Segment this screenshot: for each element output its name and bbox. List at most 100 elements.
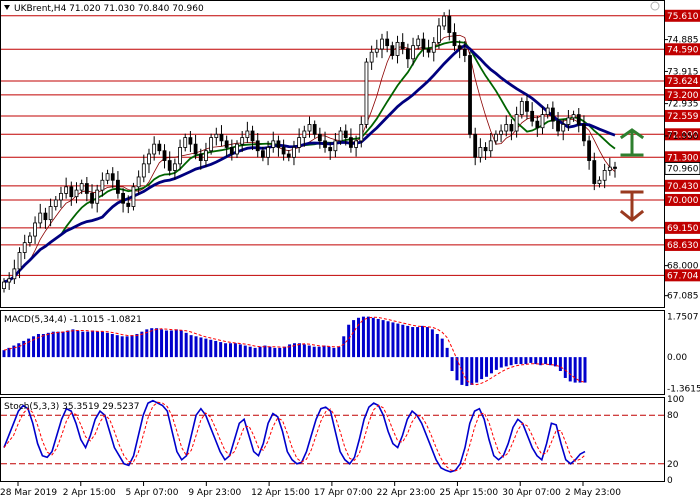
macd-bar xyxy=(224,343,228,358)
macd-bar xyxy=(125,336,129,358)
candle-body xyxy=(457,45,462,50)
level-label-box xyxy=(665,151,700,164)
candle-body xyxy=(395,41,400,56)
level-label: 74.590 xyxy=(667,45,699,55)
macd-bar xyxy=(539,357,543,366)
level-label: 70.430 xyxy=(667,182,699,192)
candle-body xyxy=(266,147,270,158)
macd-bar xyxy=(357,317,361,358)
macd-bar xyxy=(100,331,104,358)
macd-bar xyxy=(297,343,301,358)
main-panel-frame xyxy=(0,0,665,308)
candle-body xyxy=(338,130,343,142)
macd-bar xyxy=(460,357,464,385)
candle-body xyxy=(514,114,519,132)
candle-body xyxy=(43,212,48,221)
candle-body xyxy=(385,38,390,47)
macd-bar xyxy=(499,357,503,368)
macd-bar xyxy=(342,336,346,358)
time-label: 12 Apr 15:00 xyxy=(251,488,310,498)
macd-bar xyxy=(160,329,164,358)
macd-bar xyxy=(7,347,11,358)
macd-bar xyxy=(327,346,331,358)
macd-axis-label: 0.00 xyxy=(667,353,687,363)
candle-body xyxy=(431,41,436,53)
macd-bar xyxy=(228,343,232,358)
candle-body xyxy=(209,137,214,152)
macd-axis-label: 1.7507 xyxy=(667,313,699,323)
level-label-box xyxy=(665,109,700,122)
macd-bar xyxy=(435,333,439,358)
macd-bar xyxy=(489,357,493,374)
candle-body xyxy=(452,32,457,47)
candle-body xyxy=(188,137,193,145)
macd-bar xyxy=(135,333,139,358)
candle-body xyxy=(390,45,395,56)
macd-bar xyxy=(66,330,70,358)
candle-body xyxy=(602,170,607,181)
candle-body xyxy=(240,137,245,145)
candle-body xyxy=(292,147,296,158)
candle-body xyxy=(483,147,488,152)
candle-body xyxy=(235,143,239,155)
candle-body xyxy=(405,48,410,60)
macd-bar xyxy=(475,357,479,383)
macd-bar xyxy=(120,336,124,358)
macd-bar xyxy=(376,318,380,358)
candle-body xyxy=(250,130,255,142)
macd-bar xyxy=(568,357,572,382)
level-label: 73.624 xyxy=(667,77,699,87)
macd-bar xyxy=(558,357,562,372)
moving-averages xyxy=(3,34,616,284)
candle-body xyxy=(183,137,188,148)
macd-bar xyxy=(312,346,316,358)
candle-body xyxy=(613,166,617,169)
candle-body xyxy=(69,186,74,198)
candle-body xyxy=(587,140,592,161)
time-label: 25 Apr 15:00 xyxy=(439,488,498,498)
time-label: 17 Apr 07:00 xyxy=(314,488,373,498)
candle-body xyxy=(545,107,550,116)
macd-axis-label: -1.3615 xyxy=(667,385,700,395)
stochastic-oscillator xyxy=(1,399,664,473)
stoch-axis-label: 0 xyxy=(667,476,673,486)
stoch-panel-frame xyxy=(0,397,665,482)
macd-bar xyxy=(455,357,459,381)
candle-body xyxy=(33,222,37,237)
candle-body xyxy=(157,143,162,152)
candle-body xyxy=(504,124,509,132)
candle-body xyxy=(400,41,405,50)
macd-bar xyxy=(130,335,134,358)
candle-body xyxy=(411,45,415,60)
time-label: 28 Mar 2019 xyxy=(0,488,57,498)
candle-body xyxy=(198,153,203,161)
macd-bar xyxy=(209,339,213,358)
level-label: 68.630 xyxy=(667,241,699,251)
candle-body xyxy=(48,206,53,221)
level-label-box xyxy=(665,269,700,282)
macd-bar xyxy=(524,357,528,365)
price-axis-labels: 75.610 74.590 73.624 73.200 72.559 72.000 71.3… xyxy=(664,9,700,302)
one-click-trading-icon[interactable] xyxy=(650,1,660,11)
candle-body xyxy=(416,38,421,47)
macd-bar xyxy=(238,344,242,358)
level-label: 67.704 xyxy=(667,271,699,281)
candle-body xyxy=(276,140,281,148)
candle-body xyxy=(286,153,291,158)
candle-body xyxy=(535,120,540,129)
price-tick-label: 74.885 xyxy=(667,36,699,46)
level-label-box xyxy=(665,88,700,101)
candle-body xyxy=(478,147,483,158)
macd-bar xyxy=(514,357,518,365)
macd-bar xyxy=(46,332,50,358)
candle-body xyxy=(245,130,250,138)
candle-body xyxy=(193,143,198,155)
candle-body xyxy=(95,189,100,204)
macd-bar xyxy=(184,332,188,358)
candle-body xyxy=(105,173,110,181)
macd-bar xyxy=(150,328,154,358)
candle-body xyxy=(317,133,322,142)
stoch-axis-labels: 100 80 20 0 xyxy=(667,395,684,486)
macd-bar xyxy=(105,332,109,358)
